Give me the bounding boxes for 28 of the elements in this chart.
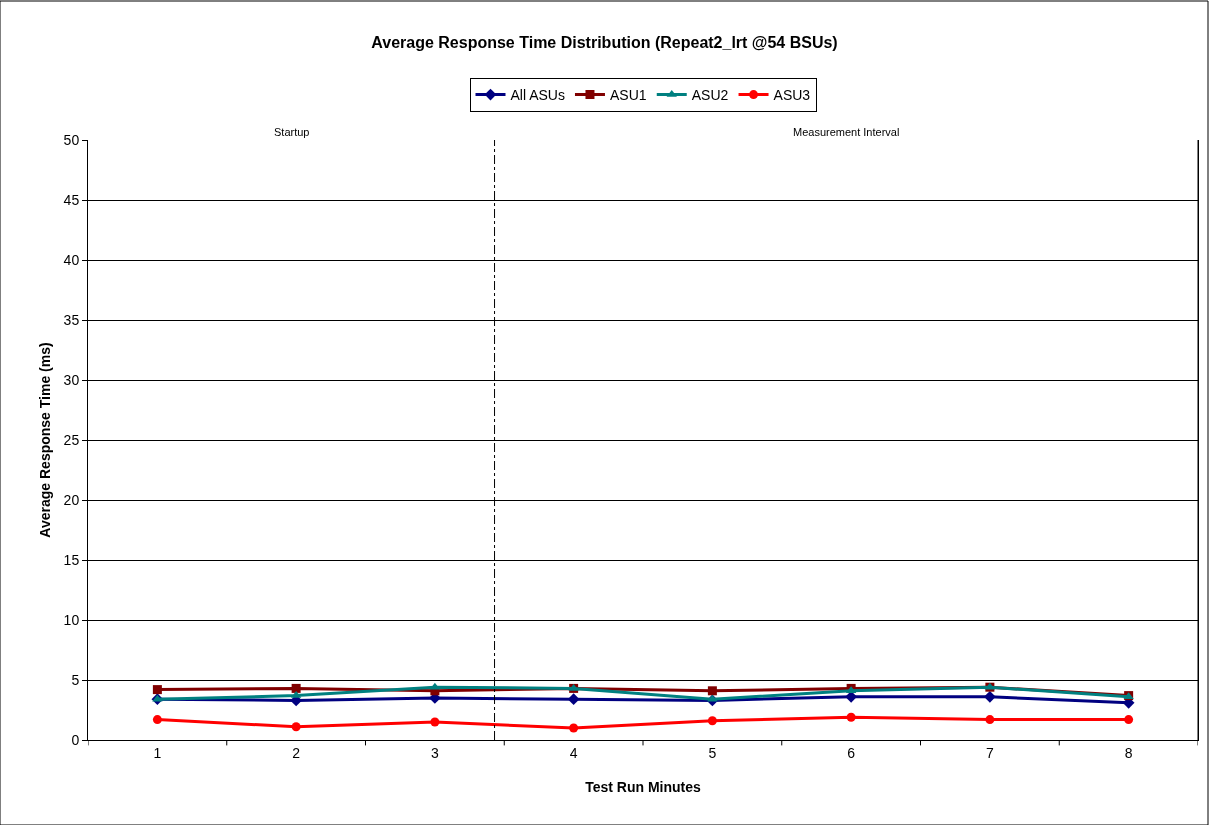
y-tick-label: 10 (63, 611, 80, 628)
y-tick-label: 35 (63, 311, 80, 328)
y-tick-label: 5 (71, 671, 80, 688)
legend-label: ASU1 (609, 87, 647, 104)
chart-title: Average Response Time Distribution (Repeat2_lrt @54 BSUs) (371, 34, 838, 52)
x-tick-label: 5 (708, 744, 717, 761)
x-tick-label: 3 (430, 744, 439, 761)
y-tick-label: 25 (63, 431, 80, 448)
x-tick-label: 7 (985, 744, 994, 761)
y-axis-title: Average Response Time (ms) (37, 342, 53, 538)
y-tick-label: 30 (63, 371, 80, 388)
legend-label: ASU2 (691, 87, 729, 104)
y-tick-label: 15 (63, 551, 80, 568)
x-axis-title: Test Run Minutes (585, 779, 702, 795)
x-tick-label: 2 (292, 744, 301, 761)
y-tick-label: 0 (71, 731, 80, 748)
y-tick-label: 50 (63, 131, 80, 148)
x-tick-label: 8 (1124, 744, 1133, 761)
legend-label: All ASUs (510, 87, 565, 104)
x-tick-label: 4 (569, 744, 578, 761)
x-tick-label: 1 (153, 744, 162, 761)
text: Measurement Interval (793, 126, 900, 138)
y-tick-label: 40 (63, 251, 80, 268)
y-tick-label: 20 (63, 491, 80, 508)
legend-label: ASU3 (773, 87, 811, 104)
text: Startup (274, 126, 310, 138)
y-tick-label: 45 (63, 191, 80, 208)
x-tick-label: 6 (847, 744, 856, 761)
